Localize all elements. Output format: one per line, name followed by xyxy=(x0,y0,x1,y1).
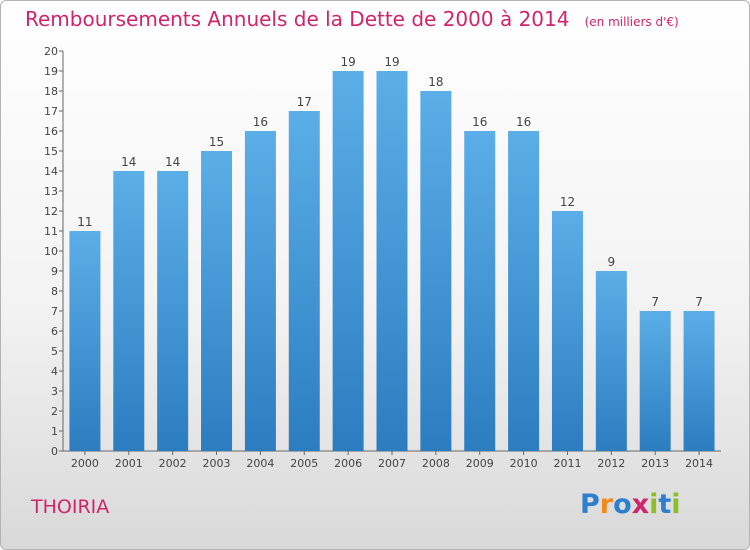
x-tick-label: 2001 xyxy=(115,457,143,470)
x-tick-label: 2002 xyxy=(159,457,187,470)
bar-value-label: 17 xyxy=(297,95,312,109)
x-tick-label: 2007 xyxy=(378,457,406,470)
x-tick-label: 2013 xyxy=(641,457,669,470)
y-tick-label: 17 xyxy=(44,105,58,118)
bar-value-label: 15 xyxy=(209,135,224,149)
bar xyxy=(683,311,715,451)
proxiti-logo[interactable]: Proxiti xyxy=(580,489,681,520)
bar-value-label: 11 xyxy=(77,215,92,229)
bar xyxy=(113,171,145,451)
y-tick-label: 7 xyxy=(51,305,58,318)
chart-title-main: Remboursements Annuels de la Dette de 20… xyxy=(25,7,570,31)
x-tick-label: 2009 xyxy=(466,457,494,470)
bar-value-label: 14 xyxy=(165,155,180,169)
y-tick-label: 19 xyxy=(44,65,58,78)
y-tick-label: 16 xyxy=(44,125,58,138)
y-tick-label: 18 xyxy=(44,85,58,98)
x-tick-label: 2011 xyxy=(553,457,581,470)
x-tick-label: 2004 xyxy=(246,457,274,470)
y-tick-label: 10 xyxy=(44,245,58,258)
logo-letter: i xyxy=(649,489,659,520)
bar xyxy=(376,71,408,451)
chart-title: Remboursements Annuels de la Dette de 20… xyxy=(25,7,679,31)
bar xyxy=(244,131,276,451)
x-tick-label: 2010 xyxy=(510,457,538,470)
x-tick-label: 2006 xyxy=(334,457,362,470)
bar-value-label: 16 xyxy=(472,115,487,129)
y-tick-label: 9 xyxy=(51,265,58,278)
bar xyxy=(420,91,452,451)
bar xyxy=(332,71,364,451)
bar-value-label: 12 xyxy=(560,195,575,209)
x-tick-label: 2003 xyxy=(203,457,231,470)
bar xyxy=(201,151,233,451)
y-tick-label: 12 xyxy=(44,205,58,218)
chart-title-unit: (en milliers d'€) xyxy=(584,15,679,29)
bar-value-label: 19 xyxy=(340,55,355,69)
bar-value-label: 7 xyxy=(651,295,659,309)
y-tick-label: 1 xyxy=(51,425,58,438)
bar-value-label: 7 xyxy=(695,295,703,309)
y-tick-label: 5 xyxy=(51,345,58,358)
bar-value-label: 9 xyxy=(608,255,616,269)
logo-letter: P xyxy=(580,489,600,520)
bar-value-label: 18 xyxy=(428,75,443,89)
y-tick-label: 0 xyxy=(51,445,58,458)
bar xyxy=(69,231,101,451)
x-tick-label: 2005 xyxy=(290,457,318,470)
bar xyxy=(288,111,320,451)
logo-letter: o xyxy=(613,489,632,520)
logo-letter: t xyxy=(658,489,672,520)
y-tick-label: 4 xyxy=(51,365,58,378)
bar xyxy=(464,131,496,451)
y-tick-label: 3 xyxy=(51,385,58,398)
y-tick-label: 13 xyxy=(44,185,58,198)
bar-value-label: 19 xyxy=(384,55,399,69)
bar-value-label: 16 xyxy=(253,115,268,129)
y-tick-label: 14 xyxy=(44,165,58,178)
y-tick-label: 15 xyxy=(44,145,58,158)
bar xyxy=(551,211,583,451)
bar xyxy=(595,271,627,451)
logo-letter: i xyxy=(671,489,681,520)
y-tick-label: 8 xyxy=(51,285,58,298)
bar-value-label: 16 xyxy=(516,115,531,129)
bar xyxy=(639,311,671,451)
x-tick-label: 2012 xyxy=(597,457,625,470)
logo-letter: r xyxy=(599,489,614,520)
x-tick-label: 2014 xyxy=(685,457,713,470)
bar xyxy=(508,131,540,451)
x-tick-label: 2008 xyxy=(422,457,450,470)
y-tick-label: 11 xyxy=(44,225,58,238)
bar xyxy=(157,171,189,451)
bar-value-label: 14 xyxy=(121,155,136,169)
x-tick-label: 2000 xyxy=(71,457,99,470)
y-tick-label: 2 xyxy=(51,405,58,418)
y-tick-label: 6 xyxy=(51,325,58,338)
commune-name: THOIRIA xyxy=(31,496,110,518)
y-tick-label: 20 xyxy=(44,45,58,58)
logo-letter: x xyxy=(631,489,650,520)
